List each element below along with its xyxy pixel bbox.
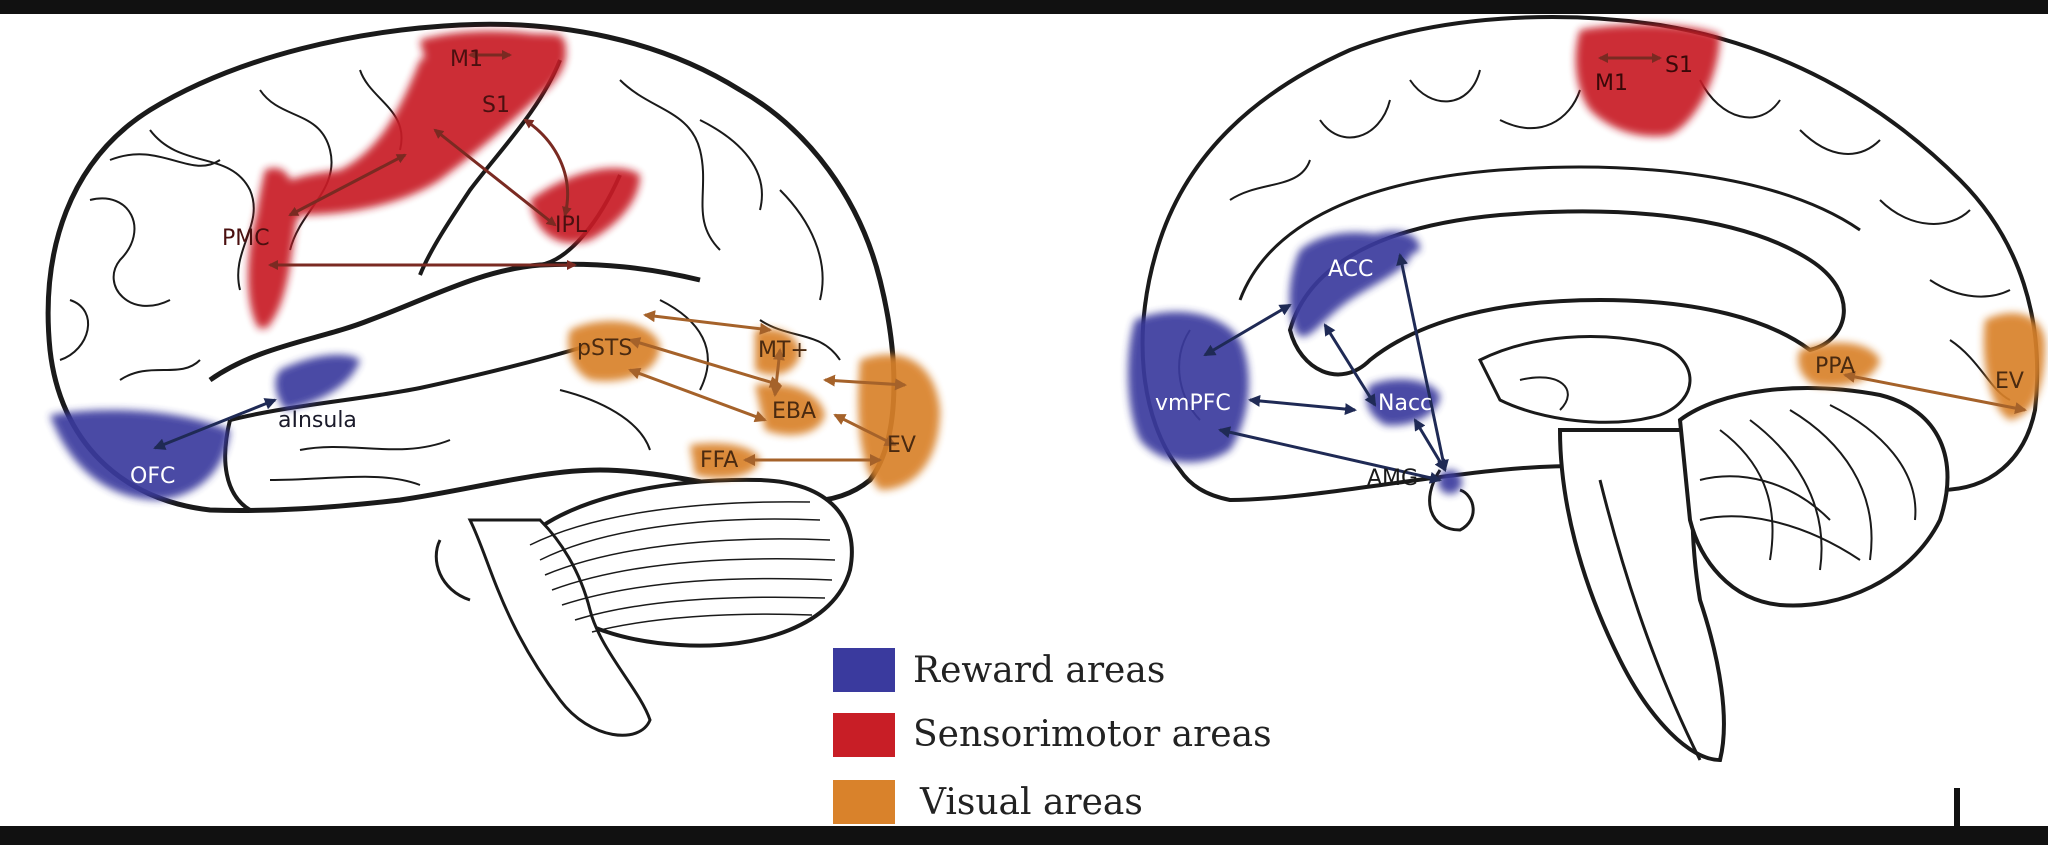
brainstem	[467, 518, 652, 737]
region-m1s1-medial	[1575, 24, 1720, 137]
label-vmpfc: vmPFC	[1155, 391, 1231, 416]
label-s1-lateral: S1	[482, 93, 510, 118]
legend-swatch-sensorimotor	[833, 713, 895, 757]
label-s1-medial: S1	[1665, 53, 1693, 78]
lateral-labels: M1 S1 PMC IPL pSTS MT+ EBA FFA EV OFC aI…	[130, 47, 916, 489]
medial-regions	[1128, 24, 2045, 494]
region-ffa	[690, 443, 760, 479]
label-eba: EBA	[772, 399, 816, 424]
legend-swatch-reward	[833, 648, 895, 692]
thalamus	[1477, 335, 1692, 424]
label-m1-medial: M1	[1595, 71, 1628, 96]
bottom-bar	[0, 826, 2048, 845]
region-vmpfc	[1128, 311, 1249, 463]
region-ainsula	[275, 354, 360, 410]
lateral-arrows	[153, 50, 907, 466]
region-amg	[1438, 470, 1462, 494]
label-nacc: Nacc	[1378, 391, 1432, 416]
legend-label-sensorimotor: Sensorimotor areas	[913, 714, 1272, 755]
label-acc: ACC	[1328, 257, 1373, 282]
label-pmc: PMC	[222, 226, 270, 251]
legend-swatch-visual	[833, 780, 895, 824]
label-ipl: IPL	[555, 213, 588, 238]
region-acc-top	[1360, 231, 1420, 258]
label-mt: MT+	[758, 338, 809, 363]
medial-cerebellum	[1677, 386, 1950, 608]
label-ev-lateral: EV	[887, 433, 916, 458]
lateral-sulcus	[208, 261, 701, 383]
region-pmc	[252, 168, 297, 330]
legend: Reward areas Sensorimotor areas Visual a…	[833, 648, 1272, 824]
label-amg: AMG	[1367, 466, 1418, 491]
region-m1s1-top	[420, 31, 566, 101]
label-ev-medial: EV	[1995, 369, 2024, 394]
label-psts: pSTS	[577, 336, 632, 361]
legend-label-reward: Reward areas	[913, 650, 1165, 691]
label-ofc: OFC	[130, 464, 175, 489]
label-ppa: PPA	[1815, 354, 1855, 379]
label-m1-lateral: M1	[450, 47, 483, 72]
label-ffa: FFA	[700, 448, 738, 473]
cursor-mark	[1954, 788, 1960, 845]
corpus-callosum	[1287, 209, 1846, 377]
legend-label-visual: Visual areas	[919, 782, 1143, 823]
medial-arrows	[1203, 53, 2027, 484]
region-sensorimotor-strip	[248, 33, 567, 330]
label-ainsula: aInsula	[278, 408, 357, 433]
medial-labels: M1 S1 ACC vmPFC Nacc AMG PPA EV	[1155, 53, 2024, 491]
arbor-vitae	[1699, 404, 1917, 571]
cerebellum-folia	[529, 501, 836, 633]
region-acc	[1289, 232, 1412, 337]
